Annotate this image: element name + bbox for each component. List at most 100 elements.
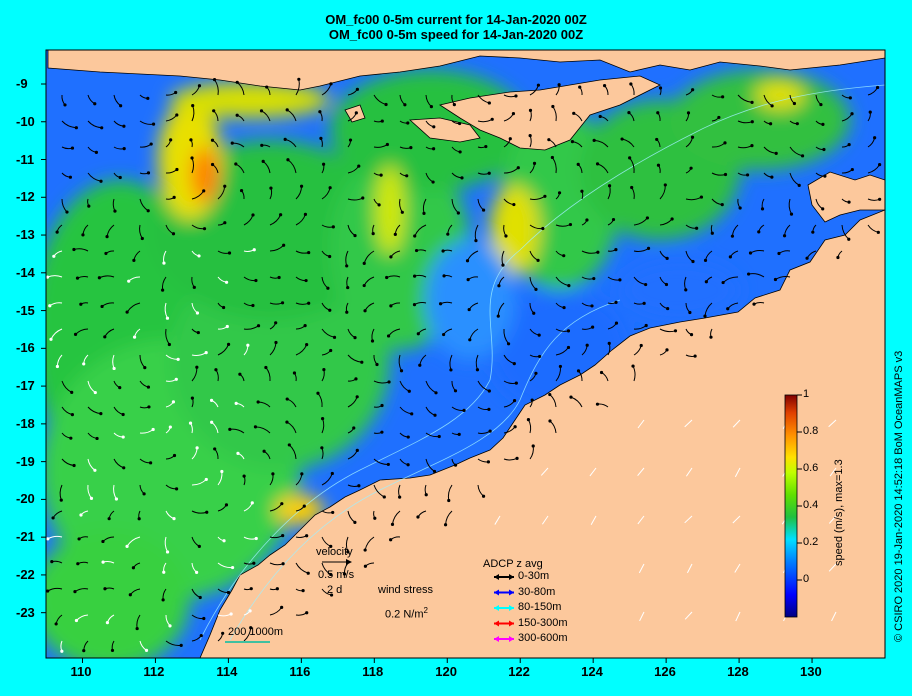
- current-vector-head: [628, 156, 632, 160]
- current-vector-head: [361, 196, 365, 200]
- current-vector-head: [125, 310, 129, 314]
- current-vector-head: [265, 85, 269, 89]
- lon-tick-label: 116: [289, 664, 311, 679]
- current-vector-head: [79, 302, 83, 306]
- current-vector-head: [195, 311, 200, 315]
- current-vector-head: [691, 259, 695, 264]
- current-vector-head: [847, 143, 851, 147]
- current-vector-head: [210, 162, 215, 167]
- lat-tick-label: -18: [16, 415, 35, 431]
- current-vector-head: [488, 429, 492, 433]
- current-vector-head: [235, 113, 239, 117]
- current-vector-head: [453, 463, 458, 467]
- current-vector-head: [528, 134, 532, 138]
- wind-stress-vector: [637, 467, 645, 477]
- current-vector-head: [274, 340, 278, 345]
- current-vector-head: [670, 217, 674, 221]
- current-vector-head: [416, 515, 420, 519]
- adcp-legend-arrowhead: [494, 620, 499, 627]
- lat-tick-label: -11: [16, 151, 35, 167]
- current-vector-head: [750, 143, 754, 148]
- velocity-key-title: velocity: [316, 546, 353, 558]
- colorbar-tick-label: 0: [803, 573, 810, 585]
- current-vector-head: [345, 264, 349, 268]
- current-vector-head: [443, 523, 448, 527]
- current-vector-head: [876, 230, 880, 234]
- current-vector-head: [598, 114, 602, 119]
- current-vector-head: [572, 111, 576, 115]
- current-vector-head: [532, 161, 537, 165]
- current-vector-head: [551, 104, 555, 109]
- current-vector-head: [433, 413, 437, 417]
- current-vector-head: [277, 275, 281, 280]
- current-vector-head: [287, 443, 291, 447]
- current-vector-head: [162, 261, 166, 265]
- current-vector-head: [50, 560, 54, 564]
- current-vector-head: [100, 126, 104, 130]
- current-vector-head: [77, 537, 81, 541]
- current-vector-head: [449, 368, 453, 372]
- current-vector-head: [256, 400, 260, 404]
- current-vector-head: [513, 425, 517, 429]
- current-vector-head: [446, 232, 450, 236]
- current-vector-head: [204, 477, 208, 482]
- current-vector-head: [234, 162, 238, 166]
- current-vector-head: [730, 234, 735, 238]
- current-vector-head: [363, 309, 367, 313]
- current-vector-head: [738, 206, 742, 210]
- adcp-legend-label: 30-80m: [518, 585, 556, 598]
- current-vector-head: [174, 377, 178, 381]
- current-vector-head: [346, 550, 350, 554]
- current-vector-head: [82, 648, 86, 653]
- lon-tick-label: 118: [362, 664, 384, 679]
- lat-tick-label: -19: [16, 453, 35, 469]
- current-vector-head: [227, 251, 232, 255]
- current-vector-head: [169, 138, 173, 142]
- wind-stress-vector: [637, 515, 645, 525]
- current-vector-head: [307, 301, 311, 305]
- current-vector-head: [82, 362, 86, 366]
- current-vector-head: [453, 389, 458, 393]
- current-vector-head: [557, 191, 562, 195]
- current-vector-head: [357, 484, 361, 488]
- current-vector-head: [348, 138, 353, 142]
- lat-tick-label: -13: [16, 227, 35, 243]
- current-vector-head: [627, 111, 631, 115]
- current-vector-head: [398, 495, 402, 499]
- current-vector-head: [386, 334, 391, 338]
- current-vector-head: [418, 363, 422, 367]
- adcp-legend-arrowhead: [509, 605, 514, 611]
- current-vector-head: [607, 341, 611, 345]
- current-vector-head: [438, 302, 443, 306]
- current-vector-head: [596, 250, 600, 254]
- wind-stress-vector: [494, 515, 501, 525]
- current-vector-head: [390, 522, 395, 526]
- current-vector-head: [249, 587, 253, 591]
- current-vector-head: [538, 354, 542, 359]
- current-vector-head: [514, 94, 518, 98]
- current-vector-head: [292, 371, 297, 375]
- wind-stress-vector: [540, 467, 549, 476]
- current-vector-head: [757, 230, 761, 234]
- current-vector-head: [720, 203, 724, 207]
- current-vector-head: [569, 395, 573, 399]
- current-vector-head: [225, 324, 229, 329]
- current-vector-head: [526, 418, 531, 422]
- current-vector-head: [93, 390, 97, 395]
- current-vector-head: [497, 284, 501, 288]
- current-vector-head: [55, 364, 60, 369]
- current-vector-head: [595, 162, 600, 166]
- current-vector-head: [195, 446, 199, 450]
- current-vector-head: [466, 278, 470, 282]
- current-vector-head: [353, 520, 357, 524]
- current-vector-head: [286, 158, 290, 162]
- current-vector-head: [198, 595, 202, 600]
- current-vector-head: [811, 230, 815, 234]
- current-vector-head: [748, 251, 753, 255]
- current-vector-head: [487, 389, 491, 393]
- current-vector-head: [380, 119, 384, 123]
- current-vector-head: [171, 400, 176, 404]
- current-vector-head: [550, 155, 554, 160]
- current-vector-head: [602, 84, 607, 88]
- current-vector-head: [149, 461, 153, 465]
